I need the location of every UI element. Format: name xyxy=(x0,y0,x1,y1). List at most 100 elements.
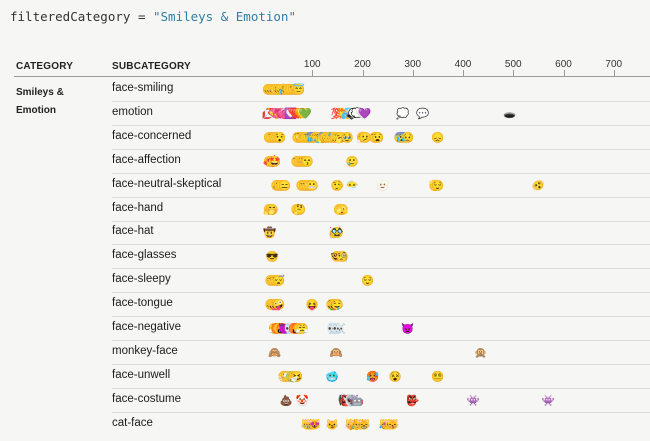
emoji-point: 😾 xyxy=(352,418,366,431)
emoji-point: 😺 xyxy=(354,418,369,431)
subcategory-label: monkey-face xyxy=(112,344,178,357)
x-tick-label: 200 xyxy=(354,59,371,70)
emoji-point: 💭 xyxy=(350,107,365,120)
subcategory-row: face-concerned 😕 😟 🙁 😮 😯 😲 😳 🥺 😦 😧 😨 😰 😥 😢 😭 😱 😖 😣 😞 😓 😩 😫 🥱 🥹 😮‍… xyxy=(0,126,650,150)
row-separator xyxy=(112,292,650,294)
emoji-point: ☠️ xyxy=(285,322,299,335)
emoji-point: 🤕 xyxy=(282,370,296,383)
emoji-point: 😳 xyxy=(294,131,308,144)
x-tick-mark xyxy=(513,70,515,76)
subcategory-label: emotion xyxy=(112,105,153,118)
emoji-point: 😙 xyxy=(300,155,314,168)
emoji-point: 💌 xyxy=(263,107,278,120)
emoji-point: 😭 xyxy=(314,131,328,144)
emoji-point: 🤑 xyxy=(325,298,339,311)
emoji-point: ☠️ xyxy=(328,322,342,335)
emoji-point: 🤓 xyxy=(330,251,344,264)
emoji-point: 💘 xyxy=(266,107,280,120)
emoji-point: 😉 xyxy=(287,83,301,96)
emoji-point: 👿 xyxy=(401,322,415,335)
emoji-point: 💔 xyxy=(289,107,303,120)
emoji-point: 🥹 xyxy=(340,131,354,144)
emoji-point: 😸 xyxy=(357,418,371,431)
emoji-point: 😁 xyxy=(269,83,283,96)
emoji-point: 😪 xyxy=(267,274,281,287)
emoji-point: 💕 xyxy=(281,107,295,120)
subcategory-row: face-neutral-skeptical 🤐 🤨 😐 😑 😶 😏 😒 🙄 😬 🤥 😶‍🌫️ 🫥 🫡 😌 🫨 xyxy=(0,174,650,198)
emoji-point: 🤥 xyxy=(330,179,344,192)
emoji-point: 🕳️ xyxy=(345,107,359,120)
emoji-point: 🥲 xyxy=(345,155,359,168)
emoji-point: 🥱 xyxy=(334,131,348,144)
emoji-point: 😧 xyxy=(301,131,315,144)
emoji-point: 😼 xyxy=(325,418,339,431)
emoji-point: 👾 xyxy=(466,394,480,407)
emoji-point: 👺 xyxy=(406,394,420,407)
emoji-point: 🥶 xyxy=(325,370,339,383)
emoji-point: 🤬 xyxy=(275,322,289,335)
x-tick-label: 700 xyxy=(605,59,623,70)
emoji-point: 😯 xyxy=(273,131,287,144)
subcategory-label: face-smiling xyxy=(112,82,174,94)
emoji-point: 😀 xyxy=(261,83,276,96)
emoji-point: 😃 xyxy=(264,83,278,96)
row-separator xyxy=(112,268,650,270)
emoji-point: 🥳 xyxy=(328,227,342,240)
subcategory-row: face-affection 🥰 😍 🤩 😘 😗 ☺️ 😚 😙 🥲 xyxy=(0,150,650,174)
emoji-point: 🤨 xyxy=(273,179,287,192)
emoji-point: 😬 xyxy=(305,179,319,192)
emoji-point: 💀 xyxy=(283,322,297,335)
emoji-point: 💞 xyxy=(279,107,293,120)
emoji-point: 😄 xyxy=(267,83,281,96)
emoji-point: 😡 xyxy=(270,322,284,335)
emoji-point: 🤤 xyxy=(330,298,344,311)
emoji-point: 🙂 xyxy=(282,83,296,96)
x-tick-label: 100 xyxy=(303,59,321,70)
emoji-point: 🥵 xyxy=(366,370,380,383)
row-separator xyxy=(112,148,650,150)
emoji-point: 🥰 xyxy=(262,155,277,168)
emoji-point: 👺 xyxy=(340,394,354,407)
emoji-point: 😧 xyxy=(371,131,385,144)
emoji-point: 🙁 xyxy=(268,131,282,144)
emoji-point: 🤤 xyxy=(269,274,283,287)
emoji-point: 💛 xyxy=(296,107,310,120)
emoji-point: 😌 xyxy=(431,179,445,192)
string-literal: "Smileys & Emotion" xyxy=(153,9,296,24)
emoji-point: 😦 xyxy=(299,131,313,144)
assignment-operator: = xyxy=(130,9,153,24)
emoji-point: 😷 xyxy=(277,370,291,383)
emoji-point: 🤮 xyxy=(287,370,301,383)
emoji-point: 🙈 xyxy=(268,346,282,359)
emoji-point: 💖 xyxy=(271,107,285,120)
emoji-point: 😴 xyxy=(272,274,286,287)
emoji-point: 🤗 xyxy=(262,203,277,216)
row-separator xyxy=(112,411,650,413)
emoji-point: 😜 xyxy=(269,298,283,311)
emoji-point: 😗 xyxy=(293,155,307,168)
x-tick-mark xyxy=(563,70,565,76)
emoji-point: 💀 xyxy=(325,322,339,335)
emoji-point: 😫 xyxy=(331,131,345,144)
emoji-point: 🫨 xyxy=(531,179,545,192)
emoji-point: 🙉 xyxy=(329,346,343,359)
emoji-point: 👹 xyxy=(338,394,352,407)
emoji-point: 💟 xyxy=(284,107,298,120)
emoji-point: 💝 xyxy=(269,107,283,120)
emoji-point: 🤍 xyxy=(355,107,369,120)
subcategory-row: face-negative 😤 😡 😠 🤬 😈 👿 💀 ☠️ 😡 🤬 😠 😤 💀 ☠️ 💀 ☠️ 👿 xyxy=(0,317,650,341)
x-tick-mark xyxy=(412,70,414,76)
emoji-point: 😣 xyxy=(321,131,335,144)
subcategory-column-header: SUBCATEGORY xyxy=(112,61,191,72)
emoji-point: 🫡 xyxy=(428,179,442,192)
emoji-point: 🙀 xyxy=(347,418,361,431)
emoji-point: 🫥 xyxy=(376,179,390,192)
emoji-point: 🤬 xyxy=(290,322,304,335)
emoji-point: 💭 xyxy=(396,107,410,120)
emoji-point: 😤 xyxy=(295,322,309,335)
emoji-point: 😍 xyxy=(265,155,279,168)
subcategory-label: face-costume xyxy=(112,392,182,405)
emoji-point: 😆 xyxy=(272,83,286,96)
emoji-point: ☺️ xyxy=(295,155,309,168)
emoji-point: 😇 xyxy=(292,83,306,96)
